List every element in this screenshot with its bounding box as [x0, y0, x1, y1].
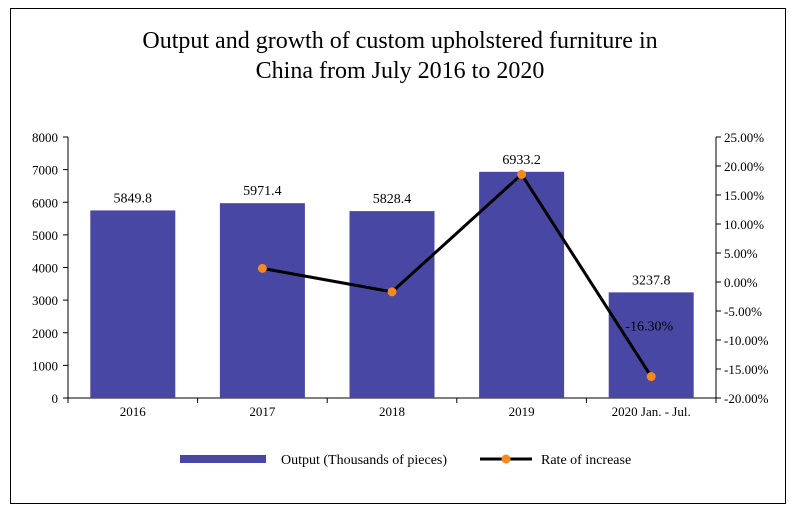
chart-title: Output and growth of custom upholstered …: [0, 26, 800, 86]
left-tick-label: 1000: [32, 358, 58, 373]
legend-rate-marker: [501, 454, 511, 464]
x-tick-label: 2016: [120, 404, 147, 419]
x-tick-label: 2020 Jan. - Jul.: [612, 404, 691, 419]
bar-data-label: 5849.8: [114, 191, 153, 206]
legend: Output (Thousands of pieces) Rate of incr…: [180, 453, 631, 468]
right-tick-label: 10.00%: [724, 217, 764, 232]
rate-line-layer: -16.30%: [257, 169, 673, 382]
rate-point: [646, 372, 656, 382]
rate-point: [387, 287, 397, 297]
bar: [349, 211, 435, 398]
right-tick-label: 5.00%: [724, 246, 758, 261]
bar-data-label: 5971.4: [243, 184, 282, 199]
rate-line: [262, 172, 653, 378]
bar-labels: 5849.8 5971.4 5828.4 6933.2 3237.8: [114, 153, 671, 289]
axes: 0 1000 2000 3000 4000 5000 6000 7000 8000 -20.00%…: [32, 130, 769, 419]
right-tick-label: -5.00%: [724, 304, 762, 319]
chart-title-line-2: China from July 2016 to 2020: [255, 58, 545, 84]
chart-title-line-1: Output and growth of custom upholstered …: [142, 28, 658, 54]
x-tick-label: 2018: [379, 404, 405, 419]
left-tick-label: 4000: [32, 261, 58, 276]
right-tick-label: -10.00%: [724, 333, 769, 348]
legend-output-label: Output (Thousands of pieces): [281, 453, 447, 468]
right-tick-label: -20.00%: [724, 391, 769, 406]
left-tick-label: 2000: [32, 326, 58, 341]
left-tick-label: 5000: [32, 228, 58, 243]
right-tick-label: 0.00%: [724, 275, 758, 290]
legend-rate-label: Rate of increase: [541, 453, 631, 468]
legend-output-swatch: [180, 455, 266, 463]
bar-data-label: 6933.2: [502, 153, 541, 168]
right-tick-label: 15.00%: [724, 188, 764, 203]
bar: [479, 171, 565, 398]
rate-point: [517, 169, 527, 179]
left-tick-label: 3000: [32, 293, 58, 308]
rate-data-label: -16.30%: [625, 320, 673, 335]
bar-data-label: 5828.4: [373, 192, 412, 207]
x-tick-label: 2019: [509, 404, 535, 419]
left-tick-label: 7000: [32, 163, 58, 178]
bar: [90, 210, 176, 398]
left-tick-label: 6000: [32, 195, 58, 210]
rate-point: [257, 263, 267, 273]
left-tick-label: 0: [52, 391, 59, 406]
bars: [90, 171, 694, 398]
right-tick-label: -15.00%: [724, 362, 769, 377]
left-tick-label: 8000: [32, 130, 58, 145]
bar: [219, 203, 305, 398]
x-tick-label: 2017: [249, 404, 276, 419]
bar-data-label: 3237.8: [632, 273, 671, 288]
right-tick-label: 25.00%: [724, 130, 764, 145]
right-tick-label: 20.00%: [724, 159, 764, 174]
bar: [608, 292, 694, 398]
